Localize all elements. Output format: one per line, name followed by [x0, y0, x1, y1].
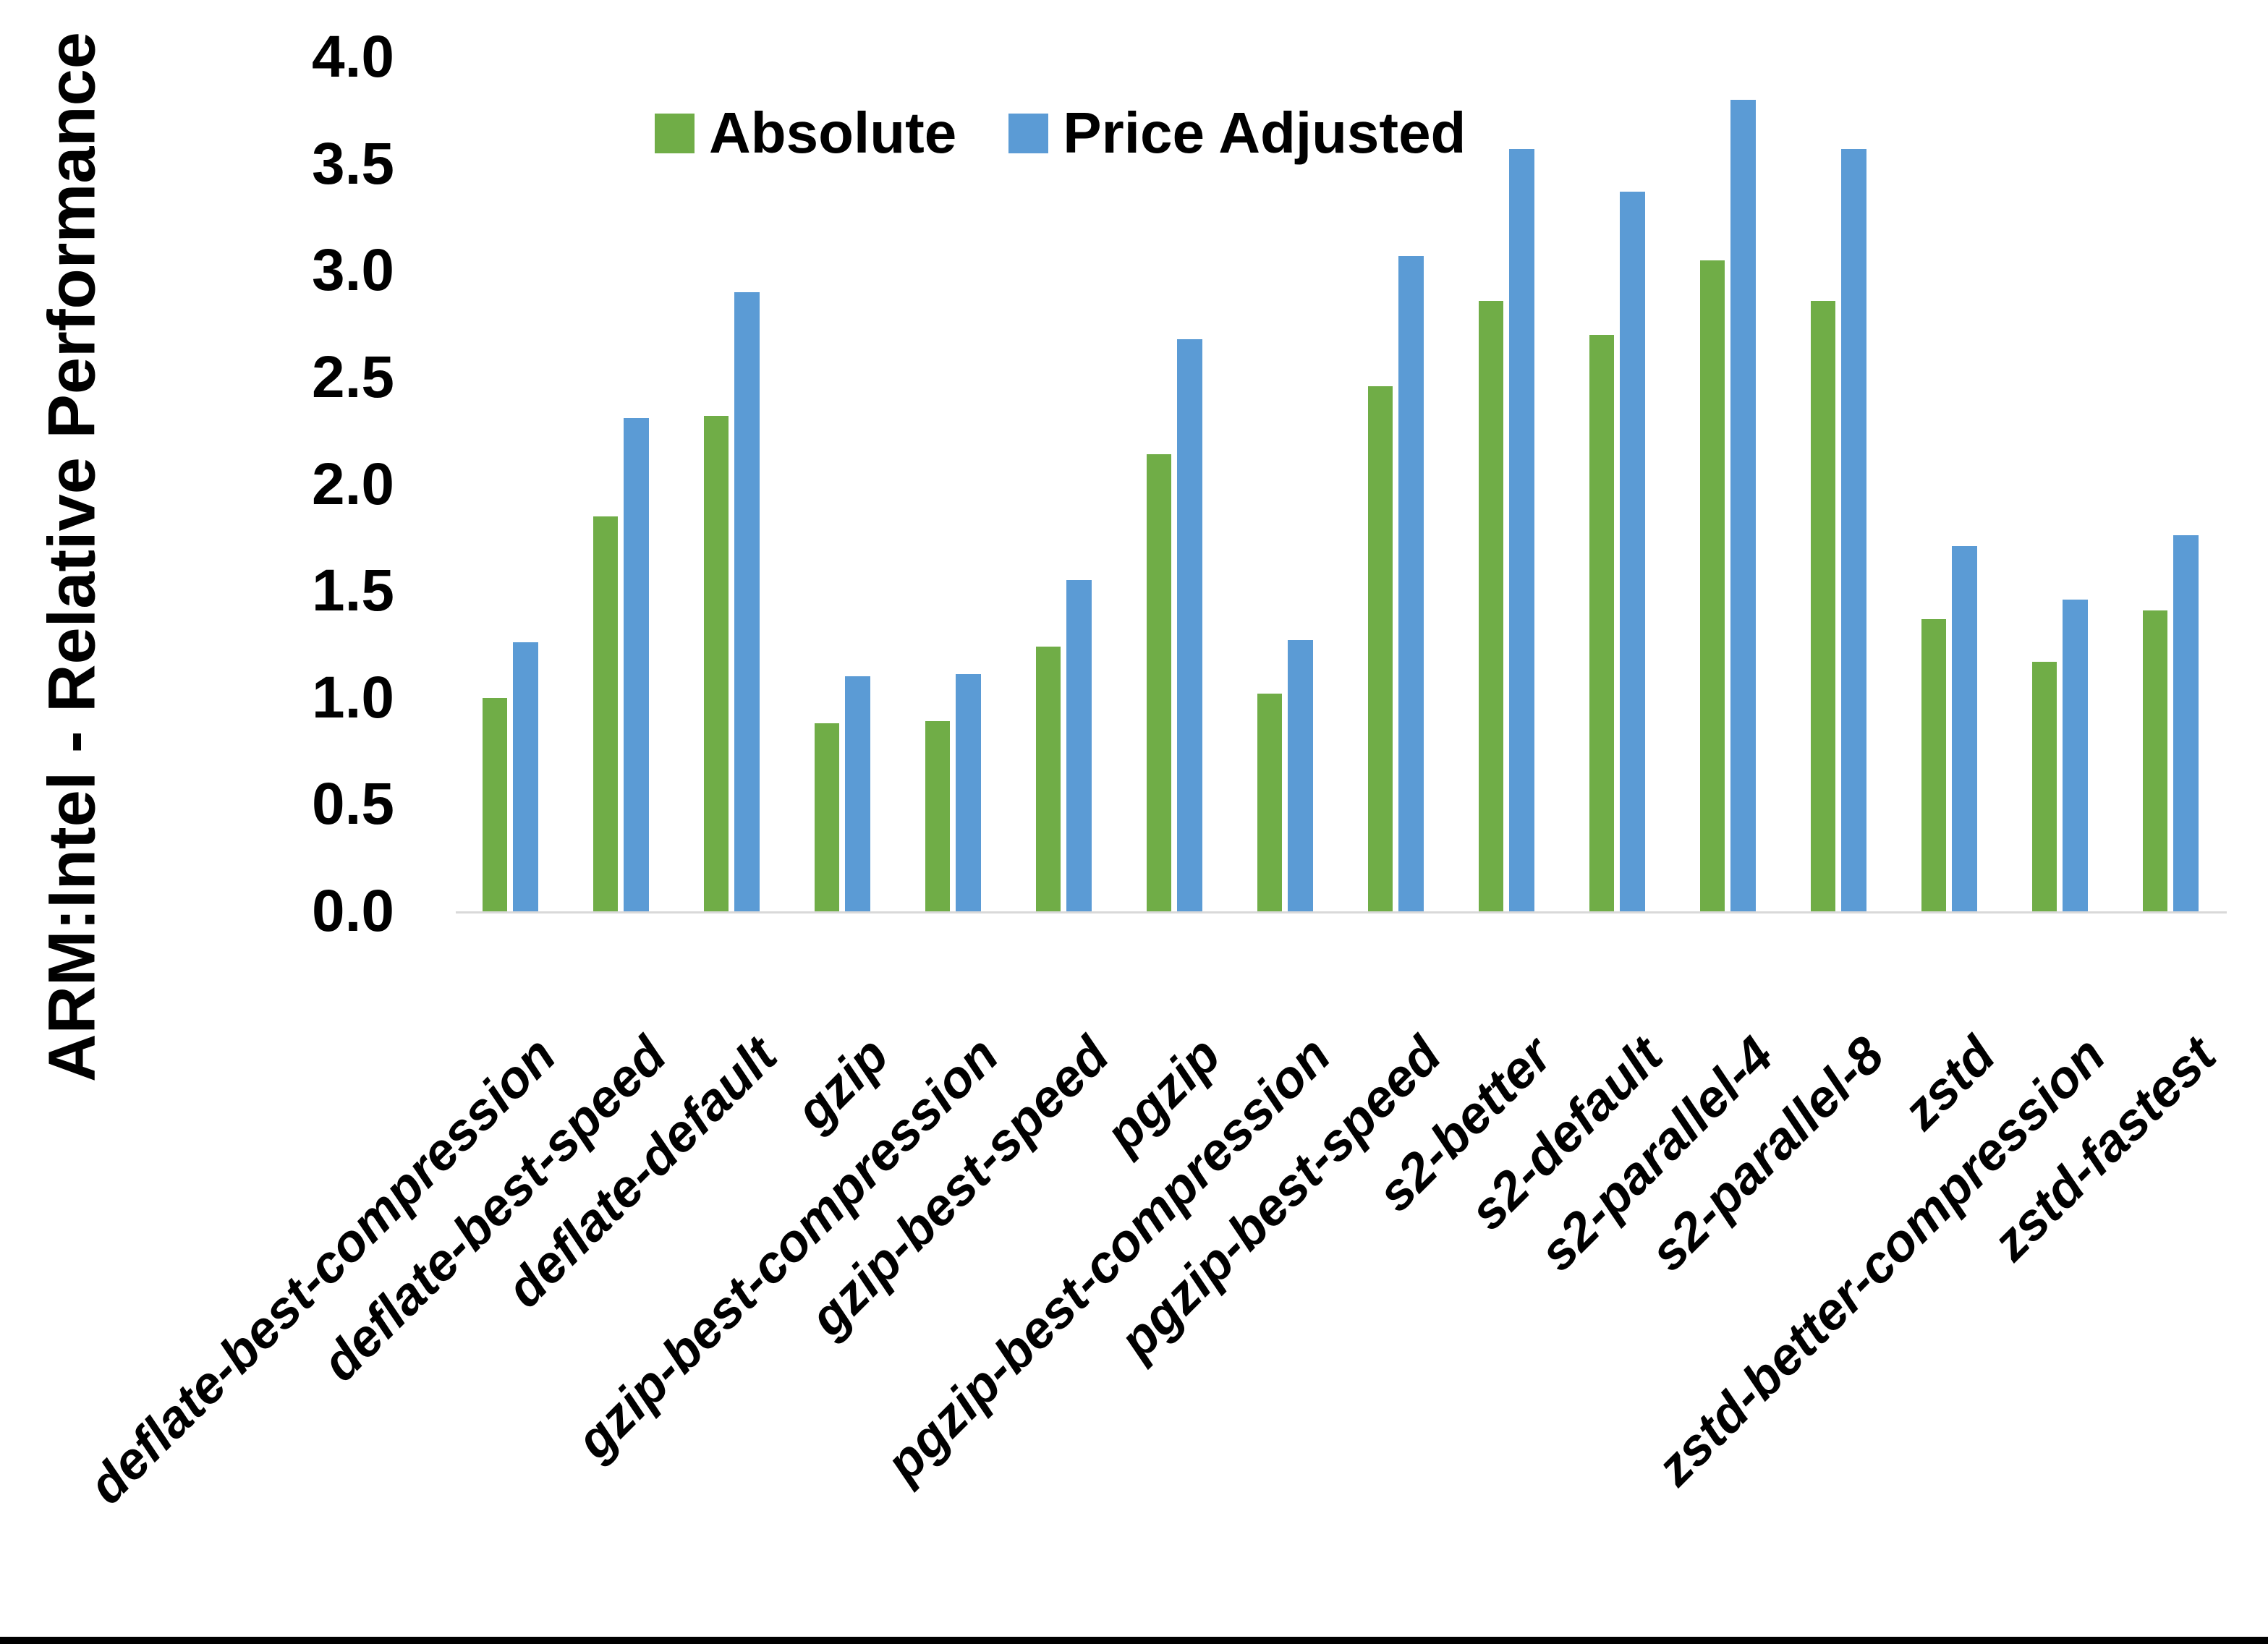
bar-absolute-pgzip-best-compression [1257, 693, 1282, 911]
bar-price-adjusted-zstd-fastest [2173, 535, 2199, 911]
bar-absolute-s2-parallel-4 [1700, 260, 1725, 911]
x-axis-line [456, 911, 2227, 913]
bar-absolute-s2-parallel-8 [1811, 300, 1835, 911]
bar-price-adjusted-zstd [1952, 546, 1977, 911]
y-tick-label: 1.0 [312, 664, 394, 731]
bottom-border-bar [0, 1637, 2268, 1644]
legend-label-price-adjusted: Price Adjusted [1063, 101, 1466, 165]
bar-absolute-pgzip-best-speed [1368, 386, 1393, 911]
bar-price-adjusted-zstd-better-compression [2063, 599, 2088, 911]
bar-price-adjusted-deflate-best-compression [513, 642, 538, 911]
legend-swatch-price-adjusted [1008, 113, 1049, 153]
bar-absolute-deflate-best-compression [483, 697, 507, 911]
y-tick-label: 1.5 [312, 558, 394, 624]
legend-swatch-absolute [655, 113, 695, 153]
legend-item-price-adjusted: Price Adjusted [1008, 100, 1466, 166]
y-tick-label: 4.0 [312, 24, 394, 90]
bar-absolute-deflate-default [704, 416, 729, 911]
legend-item-absolute: Absolute [655, 100, 956, 166]
bar-price-adjusted-s2-default [1620, 192, 1645, 911]
y-tick-label: 2.5 [312, 344, 394, 410]
plot-area [456, 57, 2227, 913]
bar-absolute-zstd [1921, 618, 1946, 911]
y-tick-label: 3.0 [312, 237, 394, 304]
y-tick-label: 2.0 [312, 451, 394, 517]
bar-price-adjusted-gzip-best-speed [1066, 580, 1092, 911]
bar-absolute-gzip-best-speed [1036, 646, 1061, 911]
y-tick-label: 0.0 [312, 878, 394, 944]
bar-price-adjusted-deflate-default [734, 291, 760, 911]
x-axis-label-deflate-best-compression: deflate-best-compression [77, 1026, 567, 1515]
bar-absolute-s2-better [1479, 300, 1503, 911]
bar-price-adjusted-s2-parallel-4 [1730, 100, 1756, 911]
bar-price-adjusted-gzip-best-compression [956, 674, 981, 911]
bar-absolute-zstd-fastest [2143, 610, 2167, 911]
bar-price-adjusted-pgzip-best-compression [1288, 640, 1313, 911]
bar-price-adjusted-deflate-best-speed [624, 417, 649, 911]
bar-price-adjusted-s2-parallel-8 [1841, 148, 1866, 911]
bar-absolute-zstd-better-compression [2032, 661, 2057, 911]
bar-absolute-gzip [815, 723, 839, 911]
bar-absolute-s2-default [1589, 334, 1614, 911]
bar-price-adjusted-pgzip [1177, 338, 1202, 911]
y-tick-label: 0.5 [312, 771, 394, 838]
legend-label-absolute: Absolute [709, 101, 957, 165]
bar-price-adjusted-s2-better [1509, 148, 1534, 911]
bar-absolute-deflate-best-speed [593, 516, 618, 911]
bar-absolute-gzip-best-compression [925, 721, 950, 911]
bar-price-adjusted-gzip [845, 676, 870, 911]
y-tick-label: 3.5 [312, 130, 394, 197]
chart-legend: Absolute Price Adjusted [655, 100, 1466, 166]
bar-absolute-pgzip [1147, 454, 1171, 911]
bar-price-adjusted-pgzip-best-speed [1398, 255, 1424, 911]
